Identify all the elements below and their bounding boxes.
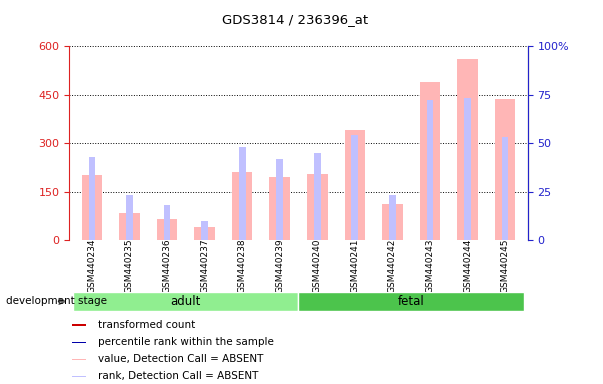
Text: transformed count: transformed count <box>98 320 195 330</box>
Bar <box>382 204 403 240</box>
Text: GSM440236: GSM440236 <box>163 238 171 293</box>
Text: GSM440237: GSM440237 <box>200 238 209 293</box>
Bar <box>126 195 133 240</box>
Text: GSM440245: GSM440245 <box>500 239 510 293</box>
Bar <box>72 376 86 377</box>
Bar <box>464 98 471 240</box>
Bar <box>307 174 327 240</box>
Text: GDS3814 / 236396_at: GDS3814 / 236396_at <box>223 13 368 26</box>
Text: GSM440235: GSM440235 <box>125 238 134 293</box>
Bar <box>163 205 171 240</box>
Bar <box>344 130 365 240</box>
Bar <box>89 157 95 240</box>
Bar <box>194 227 215 240</box>
Text: fetal: fetal <box>398 295 425 308</box>
Bar <box>239 147 245 240</box>
Bar <box>314 153 321 240</box>
Bar <box>502 137 508 240</box>
Bar <box>72 324 86 326</box>
Text: GSM440238: GSM440238 <box>238 238 247 293</box>
Bar <box>352 135 358 240</box>
Text: GSM440244: GSM440244 <box>463 239 472 293</box>
Text: value, Detection Call = ABSENT: value, Detection Call = ABSENT <box>98 354 263 364</box>
Bar <box>298 292 524 311</box>
Bar <box>73 292 298 311</box>
Bar <box>72 342 86 343</box>
Bar <box>119 212 140 240</box>
Text: GSM440243: GSM440243 <box>426 239 434 293</box>
Bar <box>457 59 478 240</box>
Bar <box>389 195 396 240</box>
Text: adult: adult <box>171 295 201 308</box>
Bar <box>270 177 290 240</box>
Bar <box>420 82 440 240</box>
Bar <box>276 159 283 240</box>
Text: GSM440241: GSM440241 <box>350 239 359 293</box>
Text: GSM440240: GSM440240 <box>313 239 322 293</box>
Text: percentile rank within the sample: percentile rank within the sample <box>98 337 273 347</box>
Text: GSM440239: GSM440239 <box>275 238 284 293</box>
Bar <box>81 175 103 240</box>
Bar <box>157 219 177 240</box>
Text: GSM440234: GSM440234 <box>87 239 96 293</box>
Text: rank, Detection Call = ABSENT: rank, Detection Call = ABSENT <box>98 371 258 381</box>
Text: development stage: development stage <box>6 296 107 306</box>
Bar <box>494 99 516 240</box>
Bar <box>201 220 208 240</box>
Bar <box>426 100 434 240</box>
Bar <box>232 172 253 240</box>
Bar <box>72 359 86 360</box>
Text: GSM440242: GSM440242 <box>388 239 397 293</box>
